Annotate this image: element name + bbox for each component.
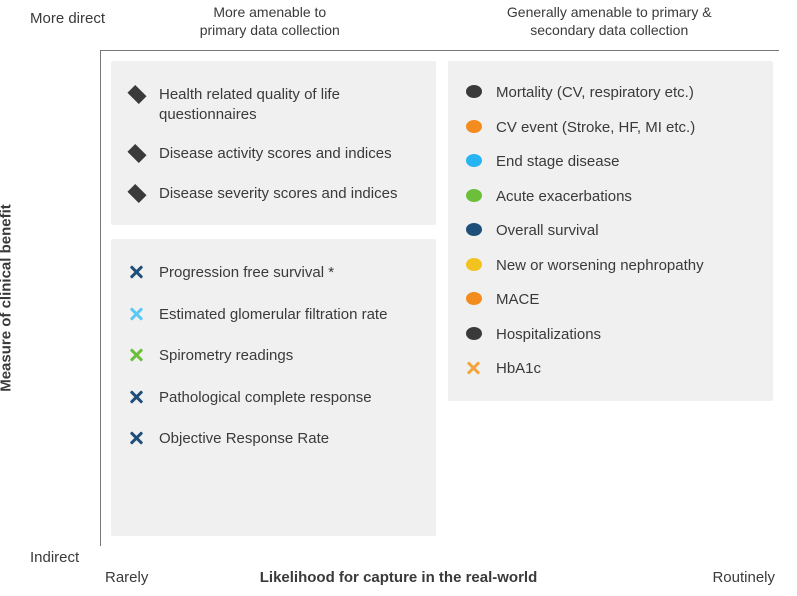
y-axis-bottom-label: Indirect (30, 549, 79, 566)
panels.right-item: Overall survival (466, 221, 755, 241)
panels.right-item-label: Mortality (CV, respiratory etc.) (496, 83, 755, 103)
panels.right-item: Acute exacerbations (466, 187, 755, 207)
panels.top_left-item: Health related quality of life questionn… (129, 85, 418, 124)
panels.right-item-label: MACE (496, 290, 755, 310)
x-marker (129, 431, 145, 445)
diamond-marker (127, 183, 146, 202)
panels.bottom_left-item: Progression free survival * (129, 263, 418, 283)
panels.right-item: MACE (466, 290, 755, 310)
panels.bottom_left-item-label: Pathological complete response (159, 388, 418, 408)
left-column-header: More amenable toprimary data collection (100, 4, 440, 48)
panels.bottom_left-item: Objective Response Rate (129, 429, 418, 449)
panels.bottom_left-item-label: Estimated glomerular filtration rate (159, 305, 418, 325)
x-marker (129, 307, 145, 321)
panels.top_left-item-label: Disease severity scores and indices (159, 184, 418, 204)
circle-marker (466, 120, 482, 133)
right-column-header: Generally amenable to primary &secondary… (440, 4, 780, 48)
panels.right-item-label: HbA1c (496, 359, 755, 379)
diamond-marker (127, 85, 146, 104)
x-marker (129, 348, 145, 362)
panels.right-item: End stage disease (466, 152, 755, 172)
panels.top_left-item-label: Disease activity scores and indices (159, 144, 418, 164)
panels.bottom_left-item: Spirometry readings (129, 346, 418, 366)
circle-marker (466, 223, 482, 236)
panels.bottom_left-item-label: Spirometry readings (159, 346, 418, 366)
x-marker (466, 361, 482, 375)
right-column: Mortality (CV, respiratory etc.) CV event… (448, 61, 773, 536)
panels.bottom_left-item: Estimated glomerular filtration rate (129, 305, 418, 325)
panels.top_left-item: Disease activity scores and indices (129, 144, 418, 164)
panels.bottom_left-item-label: Progression free survival * (159, 263, 418, 283)
y-axis-label: Measure of clinical benefit (0, 204, 15, 392)
x-marker (129, 390, 145, 404)
left-column: Health related quality of life questionn… (111, 61, 436, 536)
x-marker (129, 265, 145, 279)
panels.right-item: CV event (Stroke, HF, MI etc.) (466, 118, 755, 138)
circle-marker (466, 327, 482, 340)
panels.right-item-label: Hospitalizations (496, 325, 755, 345)
panels.top_left-item-label: Health related quality of life questionn… (159, 85, 418, 124)
y-axis-top-label: More direct (30, 10, 105, 27)
panels.top_left-item: Disease severity scores and indices (129, 184, 418, 204)
chart-area: Health related quality of life questionn… (100, 50, 779, 546)
panels.bottom_left-item-label: Objective Response Rate (159, 429, 418, 449)
panels.right-item-label: CV event (Stroke, HF, MI etc.) (496, 118, 755, 138)
panels.right-item: New or worsening nephropathy (466, 256, 755, 276)
x-axis-label: Likelihood for capture in the real-world (0, 569, 797, 586)
circle-marker (466, 258, 482, 271)
circle-marker (466, 85, 482, 98)
circle-marker (466, 292, 482, 305)
panels.right-item-label: New or worsening nephropathy (496, 256, 755, 276)
figure: Measure of clinical benefit More direct … (0, 0, 797, 596)
panel-bottom-left: Progression free survival * Estimated glo… (111, 239, 436, 536)
panel-right: Mortality (CV, respiratory etc.) CV event… (448, 61, 773, 401)
panels.bottom_left-item: Pathological complete response (129, 388, 418, 408)
panels.right-item-label: Overall survival (496, 221, 755, 241)
column-headers: More amenable toprimary data collection … (100, 4, 779, 48)
columns: Health related quality of life questionn… (111, 61, 773, 536)
circle-marker (466, 154, 482, 167)
panel-top-left: Health related quality of life questionn… (111, 61, 436, 225)
panels.right-item-label: End stage disease (496, 152, 755, 172)
diamond-marker (127, 144, 146, 163)
panels.right-item-label: Acute exacerbations (496, 187, 755, 207)
panels.right-item: Mortality (CV, respiratory etc.) (466, 83, 755, 103)
circle-marker (466, 189, 482, 202)
panels.right-item: HbA1c (466, 359, 755, 379)
panels.right-item: Hospitalizations (466, 325, 755, 345)
